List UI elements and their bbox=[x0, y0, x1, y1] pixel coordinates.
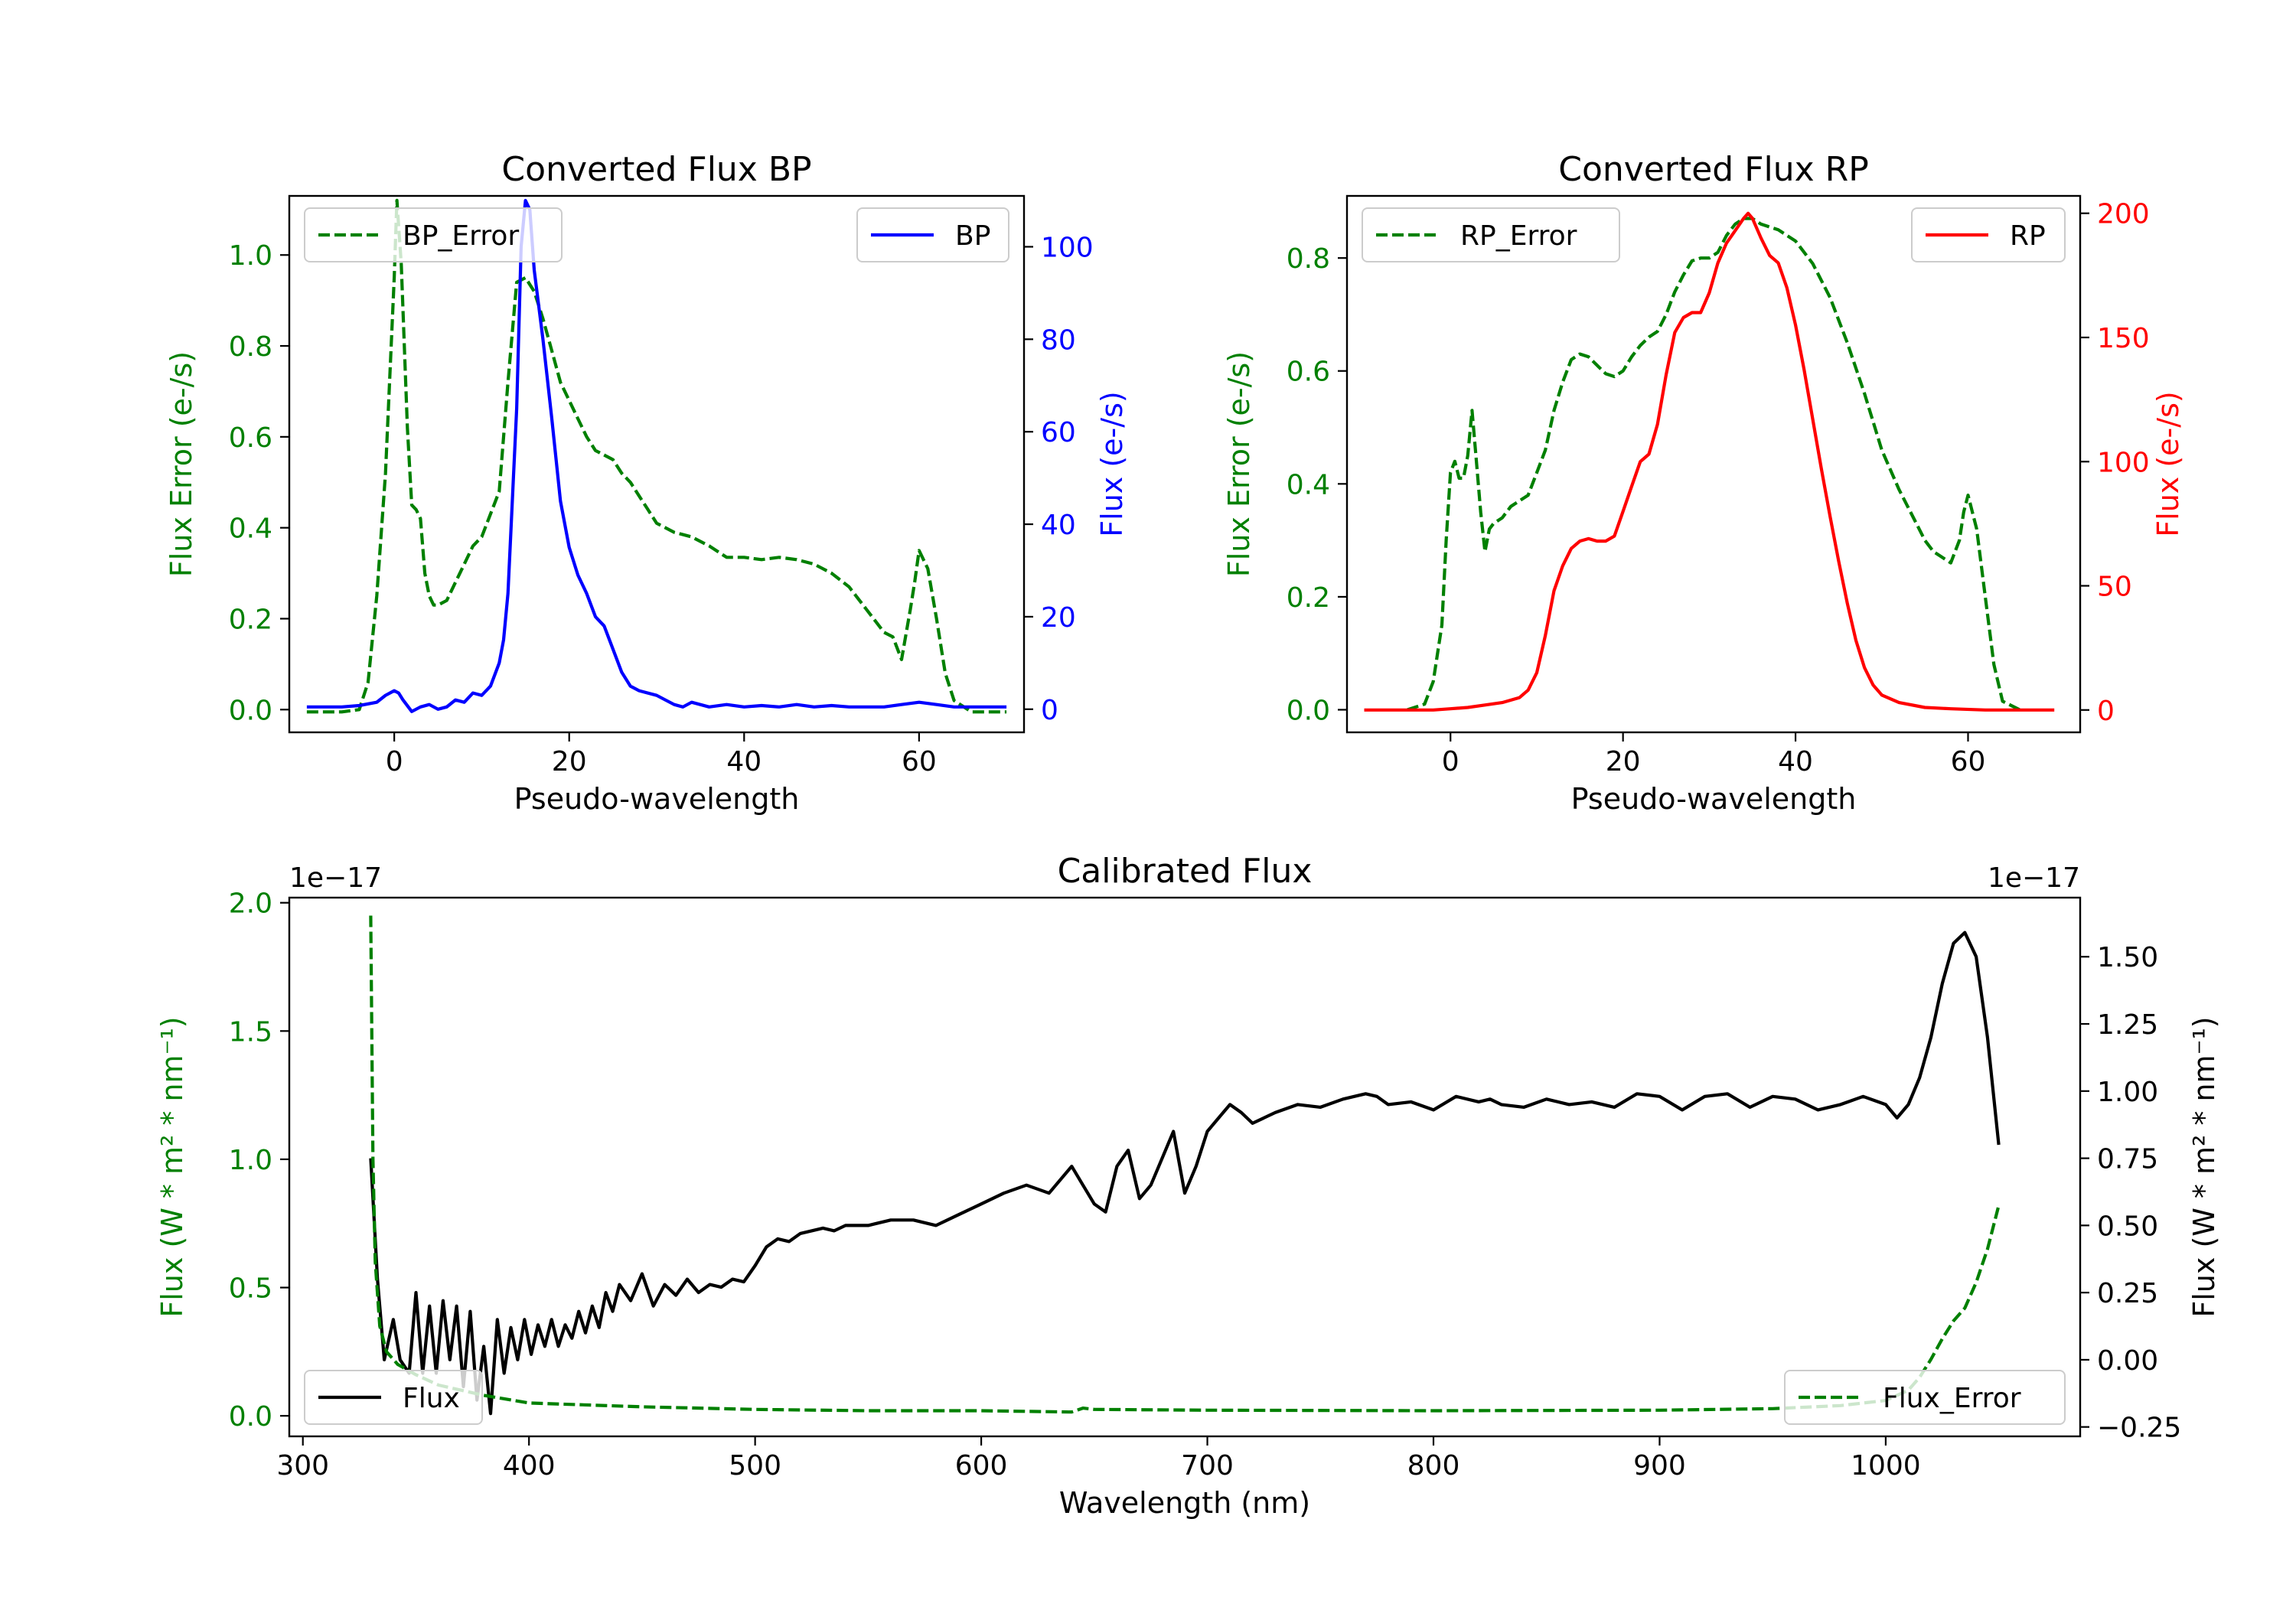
bp-title: Converted Flux BP bbox=[501, 150, 811, 189]
cal-legend-label: Flux bbox=[403, 1383, 460, 1414]
bp-x-axis-label: Pseudo-wavelength bbox=[514, 782, 800, 816]
bp-y-left-tick-label: 0.4 bbox=[229, 513, 272, 545]
rp-y-left-tick-label: 0.8 bbox=[1287, 243, 1330, 275]
bp-y-left-tick-label: 1.0 bbox=[229, 240, 272, 272]
cal-y-right-tick-label: −0.25 bbox=[2097, 1413, 2181, 1444]
cal-y-right-label: Flux (W * m² * nm⁻¹) bbox=[2187, 1016, 2221, 1317]
bp-legend-box bbox=[304, 207, 563, 262]
cal-offset-left: 1e−17 bbox=[289, 862, 382, 894]
bp-y-left-tick-label: 0.8 bbox=[229, 331, 272, 363]
cal-legend-box bbox=[1784, 1370, 2066, 1425]
cal-y-right-tick-label: 0.00 bbox=[2097, 1345, 2158, 1377]
rp-title: Converted Flux RP bbox=[1558, 150, 1869, 189]
rp-legend-left: RP_Error bbox=[1362, 207, 1620, 262]
cal-y-left-tick-label: 0.0 bbox=[229, 1401, 272, 1433]
rp-y-right-tick-label: 0 bbox=[2097, 696, 2115, 727]
cal-title: Calibrated Flux bbox=[1058, 852, 1313, 891]
cal-x-axis-label: Wavelength (nm) bbox=[1059, 1486, 1310, 1520]
cal-legend-box bbox=[304, 1370, 483, 1425]
rp-plot-frame bbox=[1345, 194, 2082, 734]
cal-series-flux bbox=[369, 931, 2001, 1416]
rp-legend-label: RP_Error bbox=[1460, 220, 1577, 252]
rp-chart: Converted Flux RP 0 20 40 60 Pseudo-wavelengt… bbox=[1222, 150, 2185, 816]
rp-y-right-tick-label: 200 bbox=[2097, 199, 2150, 230]
cal-y-right-tick-label: 1.00 bbox=[2097, 1077, 2158, 1108]
rp-y-right-tick-label: 150 bbox=[2097, 323, 2150, 354]
bp-x-tick-label: 20 bbox=[552, 746, 587, 777]
bp-series-bp bbox=[306, 198, 1007, 713]
rp-x-tick-label: 20 bbox=[1606, 746, 1641, 777]
cal-legend-right: Flux_Error bbox=[1784, 1370, 2066, 1425]
cal-y-right-tick-label: 0.50 bbox=[2097, 1211, 2158, 1242]
cal-x-tick-label: 800 bbox=[1407, 1450, 1460, 1482]
bp-x-tick-label: 60 bbox=[902, 746, 937, 777]
rp-legend-box bbox=[1362, 207, 1620, 262]
bp-y-left-tick-label: 0.2 bbox=[229, 604, 272, 635]
bp-y-right-tick-label: 20 bbox=[1041, 602, 1076, 634]
cal-y-left-tick-label: 2.0 bbox=[229, 888, 272, 920]
rp-y-right-tick-label: 50 bbox=[2097, 572, 2132, 603]
bp-legend-right: BP bbox=[856, 207, 1009, 262]
bp-y-left-tick-label: 0.0 bbox=[229, 695, 272, 726]
bp-legend-label: BP bbox=[955, 220, 990, 252]
rp-legend-label: RP bbox=[2010, 220, 2046, 252]
cal-x-tick-label: 1000 bbox=[1851, 1450, 1921, 1482]
bp-series-bp-error bbox=[306, 198, 1007, 714]
bp-y-right-label: Flux (e-/s) bbox=[1095, 391, 1129, 536]
cal-x-tick-label: 500 bbox=[729, 1450, 781, 1482]
bp-legend-left: BP_Error bbox=[304, 207, 563, 262]
cal-y-right-tick-label: 1.25 bbox=[2097, 1009, 2158, 1041]
cal-x-tick-label: 900 bbox=[1633, 1450, 1686, 1482]
cal-legend-label: Flux_Error bbox=[1883, 1383, 2021, 1414]
rp-x-tick-label: 0 bbox=[1442, 746, 1459, 777]
rp-y-left-tick-label: 0.6 bbox=[1287, 357, 1330, 388]
cal-y-right-tick-label: 0.75 bbox=[2097, 1144, 2158, 1175]
cal-y-right-tick-label: 1.50 bbox=[2097, 942, 2158, 973]
bp-x-tick-label: 40 bbox=[726, 746, 762, 777]
bp-legend-label: BP_Error bbox=[403, 220, 519, 252]
rp-series-rp bbox=[1364, 211, 2055, 712]
bp-plot-frame bbox=[288, 194, 1026, 734]
bp-y-right-tick-label: 40 bbox=[1041, 510, 1076, 541]
bp-y-right-tick-label: 80 bbox=[1041, 324, 1076, 356]
cal-x-tick-label: 700 bbox=[1181, 1450, 1234, 1482]
cal-plot-frame bbox=[288, 896, 2082, 1438]
cal-y-left-tick-label: 1.0 bbox=[229, 1145, 272, 1176]
rp-series-rp-error bbox=[1407, 217, 2021, 712]
bp-y-right-tick-label: 60 bbox=[1041, 417, 1076, 448]
cal-legend-left: Flux bbox=[304, 1370, 483, 1425]
bp-y-right-tick-label: 0 bbox=[1041, 695, 1058, 726]
cal-chart: Calibrated Flux 300 400 500 600 700 800 900 1000… bbox=[155, 852, 2221, 1520]
bp-y-left-tick-label: 0.6 bbox=[229, 422, 272, 454]
bp-y-left-label: Flux Error (e-/s) bbox=[165, 351, 198, 577]
cal-y-left-tick-label: 0.5 bbox=[229, 1273, 272, 1305]
cal-x-tick-label: 600 bbox=[955, 1450, 1008, 1482]
rp-legend-right: RP bbox=[1911, 207, 2066, 262]
rp-y-left-tick-label: 0.4 bbox=[1287, 469, 1330, 500]
cal-y-right-tick-label: 0.25 bbox=[2097, 1278, 2158, 1309]
cal-x-tick-label: 300 bbox=[276, 1450, 329, 1482]
cal-series-flux-error bbox=[369, 915, 2001, 1414]
bp-chart: Converted Flux BP 0 20 40 60 Pseudo-wavelengt… bbox=[165, 150, 1129, 816]
rp-y-left-tick-label: 0.2 bbox=[1287, 582, 1330, 614]
cal-y-left-tick-label: 1.5 bbox=[229, 1016, 272, 1048]
bp-y-right-tick-label: 100 bbox=[1041, 232, 1094, 263]
rp-x-tick-label: 60 bbox=[1951, 746, 1986, 777]
rp-y-left-label: Flux Error (e-/s) bbox=[1222, 351, 1256, 577]
cal-x-tick-label: 400 bbox=[503, 1450, 556, 1482]
rp-y-left-tick-label: 0.0 bbox=[1287, 695, 1330, 726]
rp-y-right-label: Flux (e-/s) bbox=[2151, 391, 2185, 536]
cal-y-left-label: Flux (W * m² * nm⁻¹) bbox=[155, 1016, 189, 1317]
bp-x-tick-label: 0 bbox=[386, 746, 403, 777]
rp-x-axis-label: Pseudo-wavelength bbox=[1571, 782, 1857, 816]
rp-x-tick-label: 40 bbox=[1778, 746, 1813, 777]
cal-offset-right: 1e−17 bbox=[1988, 862, 2080, 894]
rp-y-right-tick-label: 100 bbox=[2097, 447, 2150, 478]
